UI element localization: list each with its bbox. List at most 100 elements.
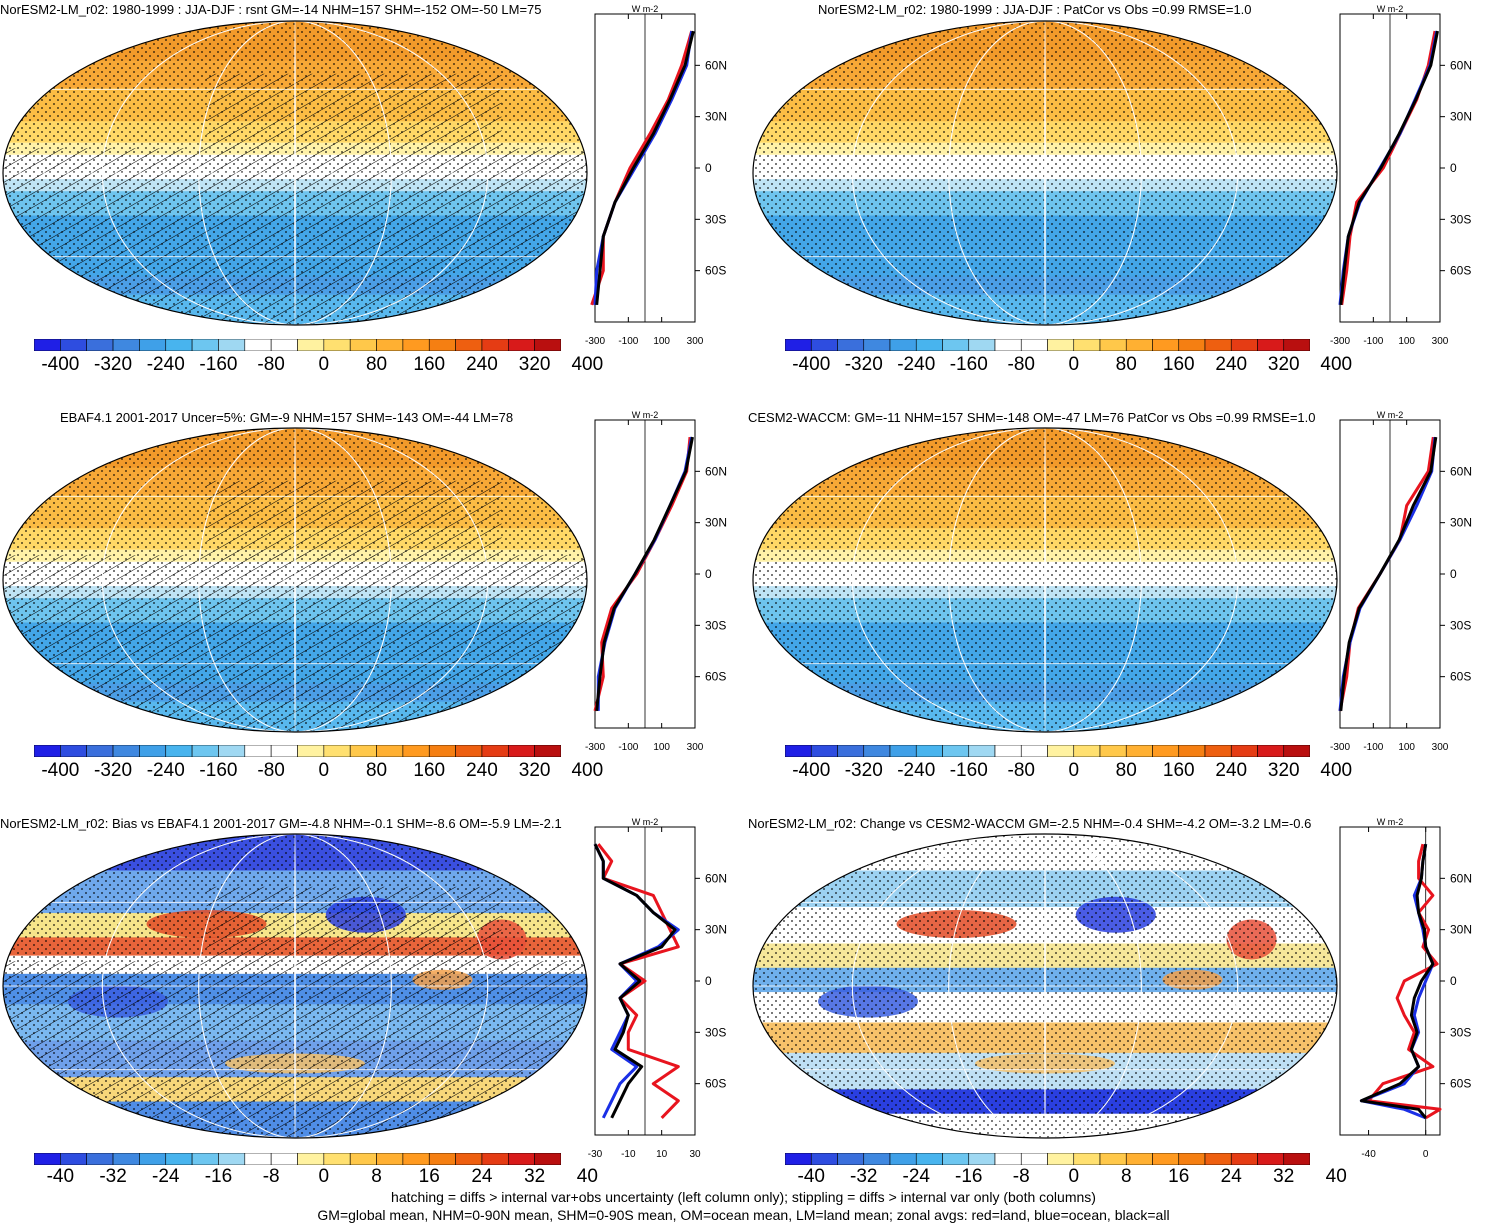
colorbar-swatch xyxy=(1204,339,1232,351)
lat-tick-label: 60S xyxy=(705,670,726,684)
colorbar-swatch xyxy=(1125,339,1153,351)
colorbar-swatch xyxy=(1099,745,1127,757)
colorbar-tick-label: 160 xyxy=(1162,354,1195,375)
colorbar-tick-label: 80 xyxy=(365,354,388,375)
x-tick-label: 300 xyxy=(687,742,704,753)
colorbar-tick-label: -400 xyxy=(792,760,831,781)
zonal-plot-6: 60N 30N 0 30S 60S -40 0 W m-2 xyxy=(1339,817,1472,1160)
colorbar-swatch xyxy=(428,745,456,757)
colorbar-tick-label: 0 xyxy=(1068,1166,1080,1187)
lat-tick-label: 0 xyxy=(705,974,712,988)
colorbar-swatch xyxy=(86,339,114,351)
lat-tick-label: 0 xyxy=(1450,567,1457,581)
colorbar-labels-5: -40 -32 -24 -16 -8 0 8 16 24 32 40 xyxy=(34,1166,598,1190)
colorbar-swatch xyxy=(1257,745,1285,757)
colorbar-tick-label: 400 xyxy=(1320,760,1353,781)
colorbar-swatch xyxy=(218,339,246,351)
colorbar-swatch xyxy=(915,339,943,351)
colorbar-swatch xyxy=(428,1153,456,1165)
x-tick-label: 300 xyxy=(1432,742,1449,753)
colorbar-tick-label: 0 xyxy=(318,354,330,375)
colorbar-tick-label: 0 xyxy=(318,760,330,781)
colorbar-swatch xyxy=(810,745,838,757)
x-tick-label: -300 xyxy=(585,336,605,347)
lat-tick-label: 30S xyxy=(705,1025,726,1039)
colorbar-tick-label: -40 xyxy=(797,1166,825,1187)
colorbar-swatch xyxy=(1152,339,1180,351)
units-label: W m-2 xyxy=(1377,410,1404,420)
x-tick-label: 100 xyxy=(653,336,670,347)
lat-tick-label: 30N xyxy=(1450,516,1472,530)
colorbar-swatch xyxy=(297,339,325,351)
lat-tick-label: 60S xyxy=(1450,264,1471,278)
colorbar-swatch xyxy=(218,1153,246,1165)
colorbar-swatch xyxy=(837,339,865,351)
colorbar-swatch xyxy=(1047,1153,1075,1165)
x-tick-label: -100 xyxy=(1363,742,1383,753)
lat-tick-label: 60N xyxy=(705,871,727,885)
colorbar-swatch xyxy=(402,339,430,351)
colorbar-swatch xyxy=(1073,1153,1101,1165)
colorbar-swatch xyxy=(1283,745,1310,757)
lat-tick-label: 0 xyxy=(705,567,712,581)
lat-tick-label: 30N xyxy=(1450,923,1472,937)
colorbar-labels-6: -40 -32 -24 -16 -8 0 8 16 24 32 40 xyxy=(785,1166,1347,1190)
colorbar-swatch xyxy=(994,339,1022,351)
colorbar-tick-label: 32 xyxy=(524,1166,546,1187)
lat-tick-label: 30S xyxy=(705,618,726,632)
map-1 xyxy=(2,20,588,326)
colorbar-swatch xyxy=(1204,745,1232,757)
map-2 xyxy=(752,20,1338,326)
lat-tick-label: 0 xyxy=(1450,161,1457,175)
colorbar-swatch xyxy=(297,1153,325,1165)
colorbar-tick-label: 400 xyxy=(1320,354,1353,375)
x-tick-label: -100 xyxy=(618,742,638,753)
colorbar-6 xyxy=(785,1153,1310,1165)
colorbar-swatch xyxy=(1099,1153,1127,1165)
colorbar-swatch xyxy=(60,339,88,351)
colorbar-swatch xyxy=(1283,339,1310,351)
colorbar-3 xyxy=(34,745,561,757)
colorbar-swatch xyxy=(481,745,509,757)
lat-tick-label: 30S xyxy=(1450,1025,1471,1039)
panel-title-1: NorESM2-LM_r02: 1980-1999 : JJA-DJF : rs… xyxy=(0,2,542,17)
colorbar-swatch xyxy=(1152,1153,1180,1165)
lat-tick-label: 60S xyxy=(1450,1077,1471,1091)
colorbar-4 xyxy=(785,745,1310,757)
colorbar-1 xyxy=(34,339,561,351)
colorbar-swatch xyxy=(1283,1153,1310,1165)
colorbar-swatch xyxy=(244,1153,272,1165)
colorbar-swatch xyxy=(481,1153,509,1165)
colorbar-tick-label: -8 xyxy=(1012,1166,1030,1187)
colorbar-swatch xyxy=(60,1153,88,1165)
panel-title-2: NorESM2-LM_r02: 1980-1999 : JJA-DJF : Pa… xyxy=(818,2,1252,17)
colorbar-tick-label: 0 xyxy=(1068,354,1080,375)
lat-tick-label: 60N xyxy=(1450,871,1472,885)
colorbar-swatch xyxy=(139,745,167,757)
series-land xyxy=(1367,843,1442,1120)
colorbar-swatch xyxy=(165,339,193,351)
x-tick-label: -100 xyxy=(618,336,638,347)
units-label: W m-2 xyxy=(632,410,659,420)
colorbar-swatch xyxy=(1020,745,1048,757)
x-tick-label: -10 xyxy=(621,1149,636,1160)
zonal-plot-3: 60N 30N 0 30S 60S -300 -100 100 300 W m-2 xyxy=(585,410,727,753)
zonal-plot-2: 60N 30N 0 30S 60S -300 -100 100 300 W m-2 xyxy=(1330,4,1472,347)
lat-tick-label: 30S xyxy=(1450,618,1471,632)
colorbar-tick-label: 0 xyxy=(1068,760,1080,781)
lat-tick-label: 30N xyxy=(705,110,727,124)
colorbar-swatch xyxy=(34,745,61,757)
colorbar-swatch xyxy=(297,745,325,757)
series-all xyxy=(595,436,694,712)
footer-note-2: GM=global mean, NHM=0-90N mean, SHM=0-90… xyxy=(317,1207,1170,1223)
colorbar-swatch xyxy=(349,339,377,351)
x-tick-label: 100 xyxy=(1398,336,1415,347)
colorbar-swatch xyxy=(112,1153,140,1165)
colorbar-swatch xyxy=(1230,745,1258,757)
x-tick-label: 30 xyxy=(689,1149,701,1160)
colorbar-swatch xyxy=(34,339,61,351)
colorbar-tick-label: 24 xyxy=(1220,1166,1242,1187)
colorbar-tick-label: 80 xyxy=(365,760,388,781)
colorbar-swatch xyxy=(165,745,193,757)
zonal-plot-5: 60N 30N 0 30S 60S -30 -10 10 30 W m-2 xyxy=(588,817,727,1160)
